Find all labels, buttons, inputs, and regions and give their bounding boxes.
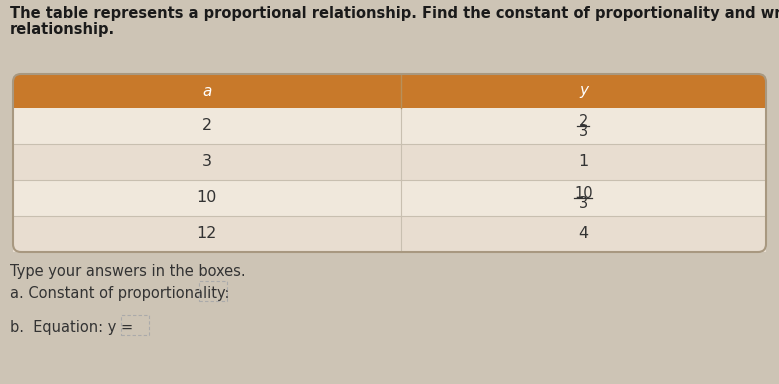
FancyBboxPatch shape (13, 216, 766, 252)
Text: 2: 2 (579, 114, 588, 129)
FancyBboxPatch shape (13, 144, 766, 180)
Text: 3: 3 (579, 195, 588, 210)
Text: 10: 10 (574, 185, 593, 200)
Text: 12: 12 (197, 227, 217, 242)
Text: 3: 3 (579, 124, 588, 139)
Text: b.  Equation: y =: b. Equation: y = (10, 320, 133, 335)
FancyBboxPatch shape (13, 91, 766, 108)
Text: a. Constant of proportionality:: a. Constant of proportionality: (10, 286, 230, 301)
Text: relationship.: relationship. (10, 22, 115, 37)
FancyBboxPatch shape (13, 74, 766, 108)
Text: 10: 10 (197, 190, 217, 205)
Text: 3: 3 (202, 154, 212, 169)
FancyBboxPatch shape (13, 108, 766, 126)
Text: The table represents a proportional relationship. Find the constant of proportio: The table represents a proportional rela… (10, 6, 779, 21)
Text: 4: 4 (578, 227, 588, 242)
Text: a: a (203, 83, 212, 99)
Text: 1: 1 (578, 154, 588, 169)
Text: y: y (579, 83, 588, 99)
Text: Type your answers in the boxes.: Type your answers in the boxes. (10, 264, 245, 279)
FancyBboxPatch shape (13, 108, 766, 252)
Text: 2: 2 (202, 119, 212, 134)
